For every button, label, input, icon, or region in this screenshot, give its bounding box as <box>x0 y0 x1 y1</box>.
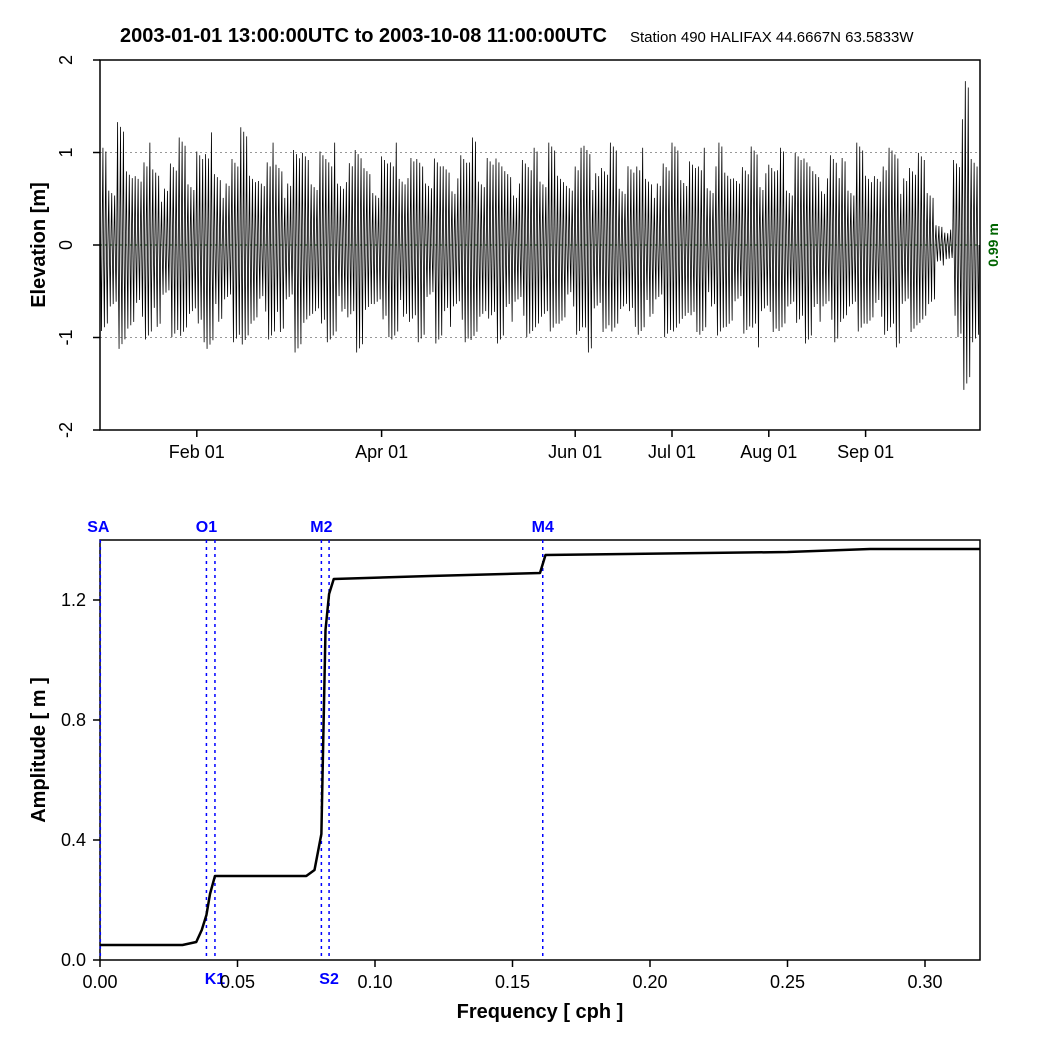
chart-title-main: 2003-01-01 13:00:00UTC to 2003-10-08 11:… <box>120 25 607 47</box>
amplitude-curve <box>100 549 980 945</box>
xtick-label: 0.10 <box>357 972 392 992</box>
figure-container: 2003-01-01 13:00:00UTC to 2003-10-08 11:… <box>0 0 1050 1050</box>
constituent-label: M4 <box>532 519 554 536</box>
xtick-label: Feb 01 <box>169 442 225 462</box>
ytick-label: 1.2 <box>61 590 86 610</box>
xtick-label: 0.20 <box>632 972 667 992</box>
bottom-plot-frame <box>100 540 980 960</box>
ytick-label: -1 <box>56 329 76 345</box>
ytick-label: 0 <box>56 240 76 250</box>
xtick-label: Jun 01 <box>548 442 602 462</box>
xtick-label: 0.30 <box>907 972 942 992</box>
xtick-label: Apr 01 <box>355 442 408 462</box>
xtick-label: 0.05 <box>220 972 255 992</box>
ytick-label: 2 <box>56 55 76 65</box>
constituent-label: S2 <box>319 971 339 988</box>
xtick-label: 0.15 <box>495 972 530 992</box>
ytick-label: 0.0 <box>61 950 86 970</box>
chart-title-sub: Station 490 HALIFAX 44.6667N 63.5833W <box>630 29 914 46</box>
ytick-label: 1 <box>56 147 76 157</box>
constituent-label: SA <box>87 519 110 536</box>
ytick-label: 0.4 <box>61 830 86 850</box>
elevation-series <box>100 81 979 390</box>
xtick-label: 0.25 <box>770 972 805 992</box>
xtick-label: 0.00 <box>82 972 117 992</box>
ytick-label: 0.8 <box>61 710 86 730</box>
xtick-label: Jul 01 <box>648 442 696 462</box>
figure-svg: 2003-01-01 13:00:00UTC to 2003-10-08 11:… <box>0 0 1050 1050</box>
ytick-label: -2 <box>56 422 76 438</box>
y-axis-label-bottom: Amplitude [ m ] <box>28 677 50 823</box>
x-axis-label-bottom: Frequency [ cph ] <box>457 1001 624 1023</box>
mean-level-annotation: 0.99 m <box>985 223 1001 267</box>
xtick-label: Aug 01 <box>740 442 797 462</box>
constituent-label: O1 <box>196 519 217 536</box>
constituent-label: M2 <box>310 519 332 536</box>
xtick-label: Sep 01 <box>837 442 894 462</box>
y-axis-label-top: Elevation [m] <box>28 182 50 308</box>
